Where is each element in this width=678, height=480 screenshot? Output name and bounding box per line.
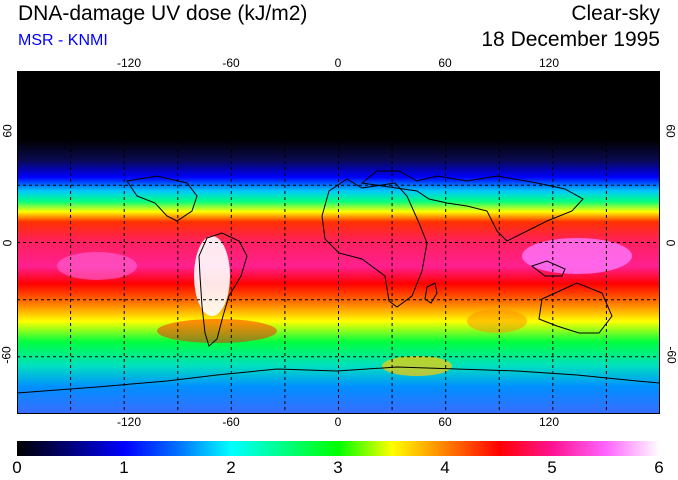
map-frame [17,71,660,414]
bottom-lon-tick-label: 0 [334,415,342,429]
colorbar-label: 0 [12,458,22,477]
date-label: 18 December 1995 [481,28,660,51]
top-lon-tick-label: 0 [334,56,342,70]
colorbar-label: 3 [333,458,343,477]
top-lon-tick-label: 60 [438,56,452,70]
left-lat-tick-label: 60 [0,124,15,138]
map-title: DNA-damage UV dose (kJ/m2) [18,2,308,25]
bottom-lon-tick-label: 120 [538,415,560,429]
source-label: MSR - KNMI [18,32,108,49]
bottom-lon-tick-label: -120 [116,415,142,429]
colorbar-label: 1 [119,458,129,477]
graticule [17,71,660,414]
uv-dose-highlights [57,236,632,376]
right-lat-tick-label: 0 [663,239,678,247]
colorbar-label: 5 [547,458,557,477]
top-lon-tick-label: -60 [222,56,240,70]
left-lat-tick-label: 0 [0,239,15,247]
color-scale-bar [17,441,660,456]
top-lon-tick-label: 120 [538,56,560,70]
color-scale-gradient [17,441,660,456]
colorbar-label: 6 [654,458,664,477]
sky-condition-label: Clear-sky [571,2,660,25]
coastlines [17,170,660,394]
right-lat-tick-label: 60 [663,124,678,138]
left-lat-tick-label: -60 [0,346,14,364]
bottom-lon-tick-label: -60 [222,415,240,429]
colorbar-label: 4 [440,458,450,477]
colorbar-label: 2 [226,458,236,477]
uv-dose-map [17,71,660,414]
bottom-lon-tick-label: 60 [438,415,452,429]
top-lon-tick-label: -120 [116,56,142,70]
right-lat-tick-label: -60 [664,346,678,364]
